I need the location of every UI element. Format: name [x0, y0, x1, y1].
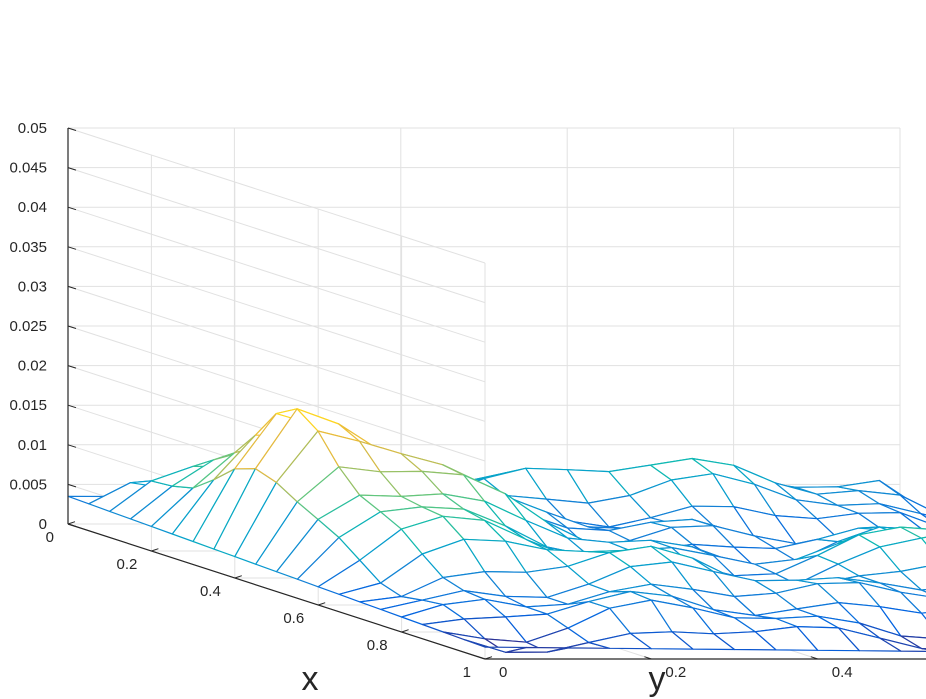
surface-cell [879, 582, 926, 597]
y-tick-label: 0.4 [832, 664, 853, 681]
surface-cell [920, 612, 926, 620]
gridline-wall-y0-z [67, 127, 486, 264]
surface-cell [879, 537, 926, 573]
surface-cell [879, 637, 926, 652]
y-tick-label: 0 [499, 664, 507, 681]
surface-mesh [67, 408, 926, 653]
x-tick-label: 1 [463, 664, 471, 681]
y-tick-mark [644, 656, 652, 660]
surface-cell [899, 526, 926, 539]
surface-cell [920, 536, 926, 545]
y-tick-mark [810, 656, 818, 660]
x-tick-mark [318, 602, 326, 606]
z-tick-label: 0.045 [9, 160, 47, 177]
z-tick-mark [67, 483, 77, 488]
x-tick-label: 0.8 [367, 637, 388, 654]
x-tick-label: 0 [46, 529, 54, 546]
surface-cell [879, 606, 926, 639]
z-tick-label: 0.03 [18, 278, 47, 295]
gridline-wall-y0-z [67, 285, 486, 422]
tick-labels: 0 0.005 0.01 0.015 0.02 0.025 0.03 0.035 0.04 0.0… [9, 120, 853, 681]
z-tick-label: 0.035 [9, 239, 47, 256]
z-tick-label: 0.005 [9, 476, 47, 493]
z-tick-mark [67, 523, 77, 527]
gridline-wall-y0-z [67, 246, 486, 383]
x-tick-label: 0.6 [283, 610, 304, 627]
y-tick-label: 0.2 [665, 664, 686, 681]
x-tick-mark [484, 656, 493, 660]
surface-cell [900, 635, 926, 650]
gridline-wall-y0-z [67, 167, 486, 304]
z-tick-label: 0.02 [18, 358, 47, 375]
surface-cell [921, 647, 926, 650]
z-tick-mark [67, 404, 77, 409]
y-tick-mark [477, 656, 486, 660]
z-tick-mark [67, 365, 77, 369]
x-axis-label: x [302, 660, 319, 698]
z-tick-mark [67, 167, 77, 171]
x-tick-mark [67, 521, 76, 525]
z-tick-mark [67, 325, 77, 329]
axes [67, 127, 926, 660]
y-axis-label: y [649, 660, 666, 698]
surface-cell [900, 565, 926, 591]
surface-cell [899, 494, 926, 516]
x-tick-mark [151, 548, 159, 552]
x-tick-label: 0.4 [200, 583, 221, 600]
z-tick-label: 0.05 [18, 120, 47, 137]
x-tick-label: 0.2 [117, 556, 138, 573]
surface-cell [920, 513, 926, 518]
gridline-wall-y0-z [67, 325, 486, 462]
x-axis-line [67, 523, 486, 660]
z-tick-mark [67, 127, 77, 131]
z-tick-mark [67, 444, 77, 448]
x-tick-mark [401, 629, 409, 633]
z-tick-label: 0.015 [9, 397, 47, 414]
surface-cell [900, 591, 926, 614]
z-tick-label: 0 [39, 516, 47, 533]
surface-cell [899, 511, 926, 531]
gridline-wall-y0-z [67, 206, 486, 343]
x-tick-mark [234, 575, 242, 579]
z-tick-mark [67, 285, 77, 290]
z-tick-mark [67, 246, 77, 250]
surface-cell [920, 588, 926, 593]
z-tick-label: 0.01 [18, 437, 47, 454]
z-tick-label: 0.025 [9, 318, 47, 335]
z-tick-label: 0.04 [18, 199, 47, 216]
z-tick-mark [67, 206, 77, 211]
